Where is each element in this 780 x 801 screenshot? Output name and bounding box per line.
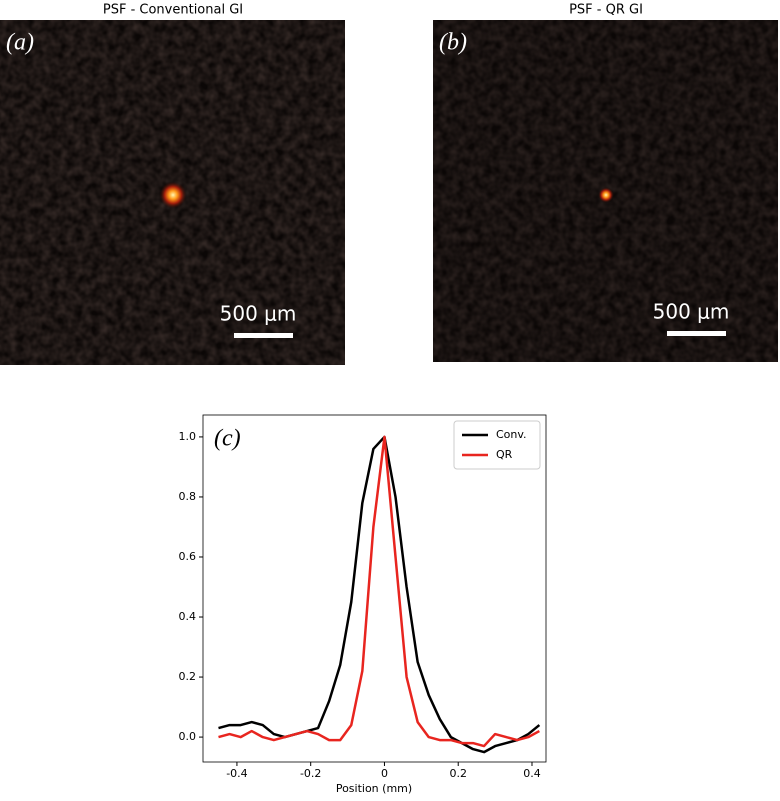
x-tick-label: -0.4 (226, 767, 247, 780)
line-chart: (c) Position (mm) (214, 426, 412, 796)
x-tick-label: -0.2 (300, 767, 321, 780)
panel-label: (b) (439, 30, 467, 56)
x-tick-label: 0 (381, 767, 388, 780)
y-tick-label: 0.0 (179, 730, 197, 743)
plot-frame (202, 414, 547, 763)
y-tick-label: 0.6 (179, 550, 197, 563)
legend-label: QR (496, 448, 513, 461)
scale-bar (234, 333, 293, 338)
x-tick-label: 0.2 (449, 767, 467, 780)
scale-bar-label: 500 μm (653, 300, 730, 324)
x-axis-label: Position (mm) (336, 782, 412, 795)
panel-label: (a) (6, 30, 34, 56)
scale-bar-label: 500 μm (220, 302, 297, 326)
legend-box (453, 420, 541, 470)
scale-bar (667, 331, 726, 336)
y-tick-label: 0.8 (179, 490, 197, 503)
line-series (218, 435, 540, 748)
y-tick-label: 0.4 (179, 610, 197, 623)
panel-a: PSF - Conventional GI (a) 500 μm (0, 3, 345, 365)
image-title: PSF - QR GI (569, 3, 643, 18)
panel-b: PSF - QR GI (b) 500 μm (433, 3, 778, 362)
image-title: PSF - Conventional GI (103, 3, 243, 18)
psf-spot (159, 181, 187, 209)
panel-label: (c) (214, 426, 241, 452)
x-tick-label: 0.4 (523, 767, 541, 780)
line-series (218, 435, 541, 754)
psf-spot (598, 187, 614, 203)
legend-label: Conv. (496, 428, 527, 441)
y-tick-label: 0.2 (179, 670, 197, 683)
y-tick-label: 1.0 (179, 430, 197, 443)
